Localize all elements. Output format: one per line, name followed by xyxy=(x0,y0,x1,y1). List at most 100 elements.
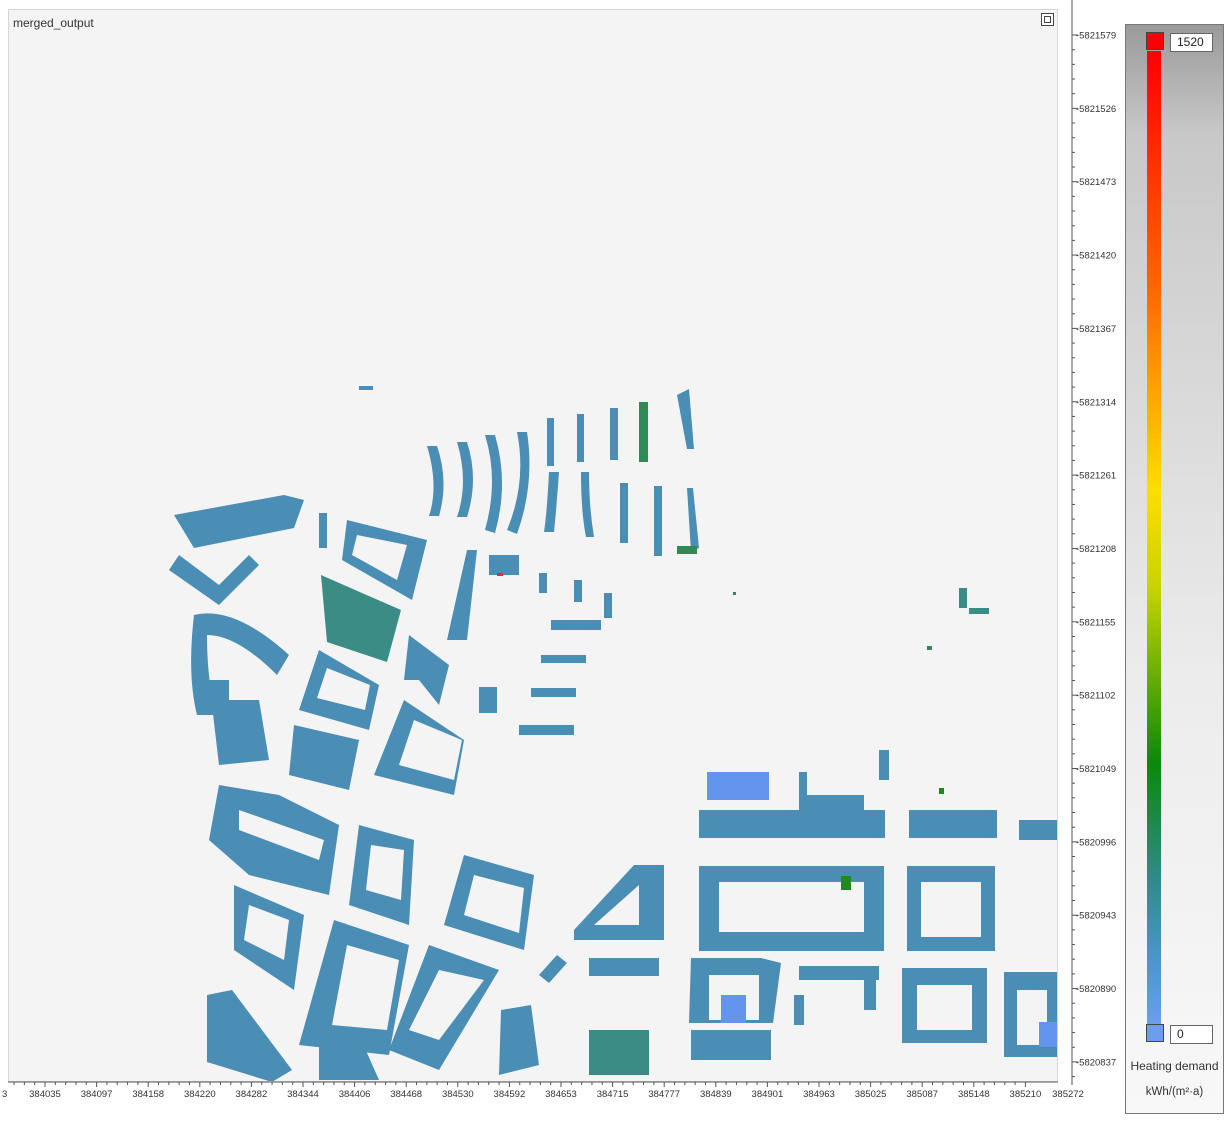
legend-title: Heating demand xyxy=(1130,1059,1219,1073)
y-tick-label: -5820943 xyxy=(1076,911,1116,922)
building xyxy=(654,486,662,556)
x-tick-label: 385272 xyxy=(1052,1089,1084,1100)
legend-min-swatch[interactable] xyxy=(1146,1024,1164,1042)
x-tick-label: 384282 xyxy=(236,1089,268,1100)
building xyxy=(207,990,292,1081)
building xyxy=(879,750,889,780)
color-legend: 1520 0 Heating demand kWh/(m²·a) xyxy=(1125,24,1224,1114)
x-tick-label: 384777 xyxy=(648,1089,680,1100)
layer-title: merged_output xyxy=(13,16,94,30)
x-tick-label: 385087 xyxy=(906,1089,938,1100)
legend-max-value[interactable]: 1520 xyxy=(1170,33,1213,52)
building xyxy=(497,573,503,576)
x-tick-label: 384406 xyxy=(339,1089,371,1100)
building xyxy=(699,810,885,838)
x-tick-label: 384592 xyxy=(494,1089,526,1100)
building-footprints xyxy=(169,386,1057,1081)
y-tick-label: -5820890 xyxy=(1076,984,1116,995)
y-tick-label: -5821367 xyxy=(1076,324,1116,335)
x-tick-label: 384468 xyxy=(390,1089,422,1100)
building xyxy=(639,402,648,462)
building xyxy=(507,432,530,534)
building xyxy=(604,593,612,618)
building xyxy=(169,555,259,605)
building xyxy=(489,555,519,575)
building xyxy=(547,418,554,466)
building xyxy=(174,495,304,548)
building xyxy=(551,620,601,630)
building xyxy=(799,772,807,802)
building xyxy=(485,435,502,533)
building xyxy=(677,389,694,449)
building xyxy=(319,1035,379,1080)
x-tick-label: 385025 xyxy=(855,1089,887,1100)
building xyxy=(574,580,582,602)
building xyxy=(541,655,586,663)
building xyxy=(574,865,664,940)
x-tick-label: 384344 xyxy=(287,1089,319,1100)
building xyxy=(191,613,289,715)
building xyxy=(349,825,414,925)
building xyxy=(589,958,659,976)
y-tick-label: -5821579 xyxy=(1076,31,1116,42)
y-tick-label: -5820837 xyxy=(1076,1057,1116,1068)
x-tick-label: 384530 xyxy=(442,1089,474,1100)
building xyxy=(457,442,473,517)
building xyxy=(519,725,574,735)
legend-color-bar xyxy=(1147,51,1161,1026)
building xyxy=(799,795,864,813)
x-tick-label: 384901 xyxy=(752,1089,784,1100)
building xyxy=(959,588,967,608)
building xyxy=(319,513,327,548)
building xyxy=(909,810,997,838)
building xyxy=(374,700,464,795)
building xyxy=(581,472,594,537)
y-tick-label: -5821102 xyxy=(1076,691,1115,702)
building xyxy=(321,575,401,662)
building xyxy=(299,650,379,730)
building xyxy=(209,680,269,765)
building xyxy=(707,772,769,800)
y-tick-label: -5821526 xyxy=(1076,104,1116,115)
maximize-icon[interactable] xyxy=(1041,13,1054,26)
building xyxy=(794,995,804,1025)
building xyxy=(389,945,499,1070)
building xyxy=(721,995,746,1023)
building xyxy=(342,520,427,600)
building xyxy=(447,550,477,640)
building xyxy=(733,592,736,595)
x-tick-label: 384653 xyxy=(545,1089,577,1100)
building xyxy=(902,968,987,1043)
building xyxy=(234,885,304,990)
y-tick-label: -5821155 xyxy=(1076,617,1115,628)
building xyxy=(359,386,373,390)
y-tick-label: -5821208 xyxy=(1076,544,1116,555)
building xyxy=(299,920,409,1055)
y-axis: -5821579 -5821526 -5821473 -5821420 -5821367… xyxy=(1071,0,1116,1085)
y-tick-label: -5821473 xyxy=(1076,177,1116,188)
x-tick-label: 385210 xyxy=(1010,1089,1042,1100)
map-view[interactable]: merged_output xyxy=(8,9,1058,1082)
legend-max-swatch[interactable] xyxy=(1146,32,1164,50)
building xyxy=(689,958,781,1023)
x-tick-label: 384715 xyxy=(597,1089,629,1100)
building xyxy=(620,483,628,543)
building xyxy=(907,866,995,951)
building-footprints-map[interactable] xyxy=(9,10,1058,1082)
building xyxy=(531,688,576,697)
y-tick-label: -5821261 xyxy=(1076,471,1116,482)
building xyxy=(289,725,359,790)
x-tick-label: 384220 xyxy=(184,1089,216,1100)
building xyxy=(1019,820,1057,840)
building xyxy=(577,414,584,462)
x-tick-label: 384158 xyxy=(132,1089,164,1100)
building xyxy=(444,855,534,950)
building xyxy=(479,687,497,713)
legend-min-value[interactable]: 0 xyxy=(1170,1025,1213,1044)
building xyxy=(677,546,697,554)
legend-unit: kWh/(m²·a) xyxy=(1145,1086,1204,1098)
building xyxy=(610,408,618,460)
y-tick-label: -5821049 xyxy=(1076,764,1116,775)
building xyxy=(687,488,699,552)
building xyxy=(841,876,851,890)
